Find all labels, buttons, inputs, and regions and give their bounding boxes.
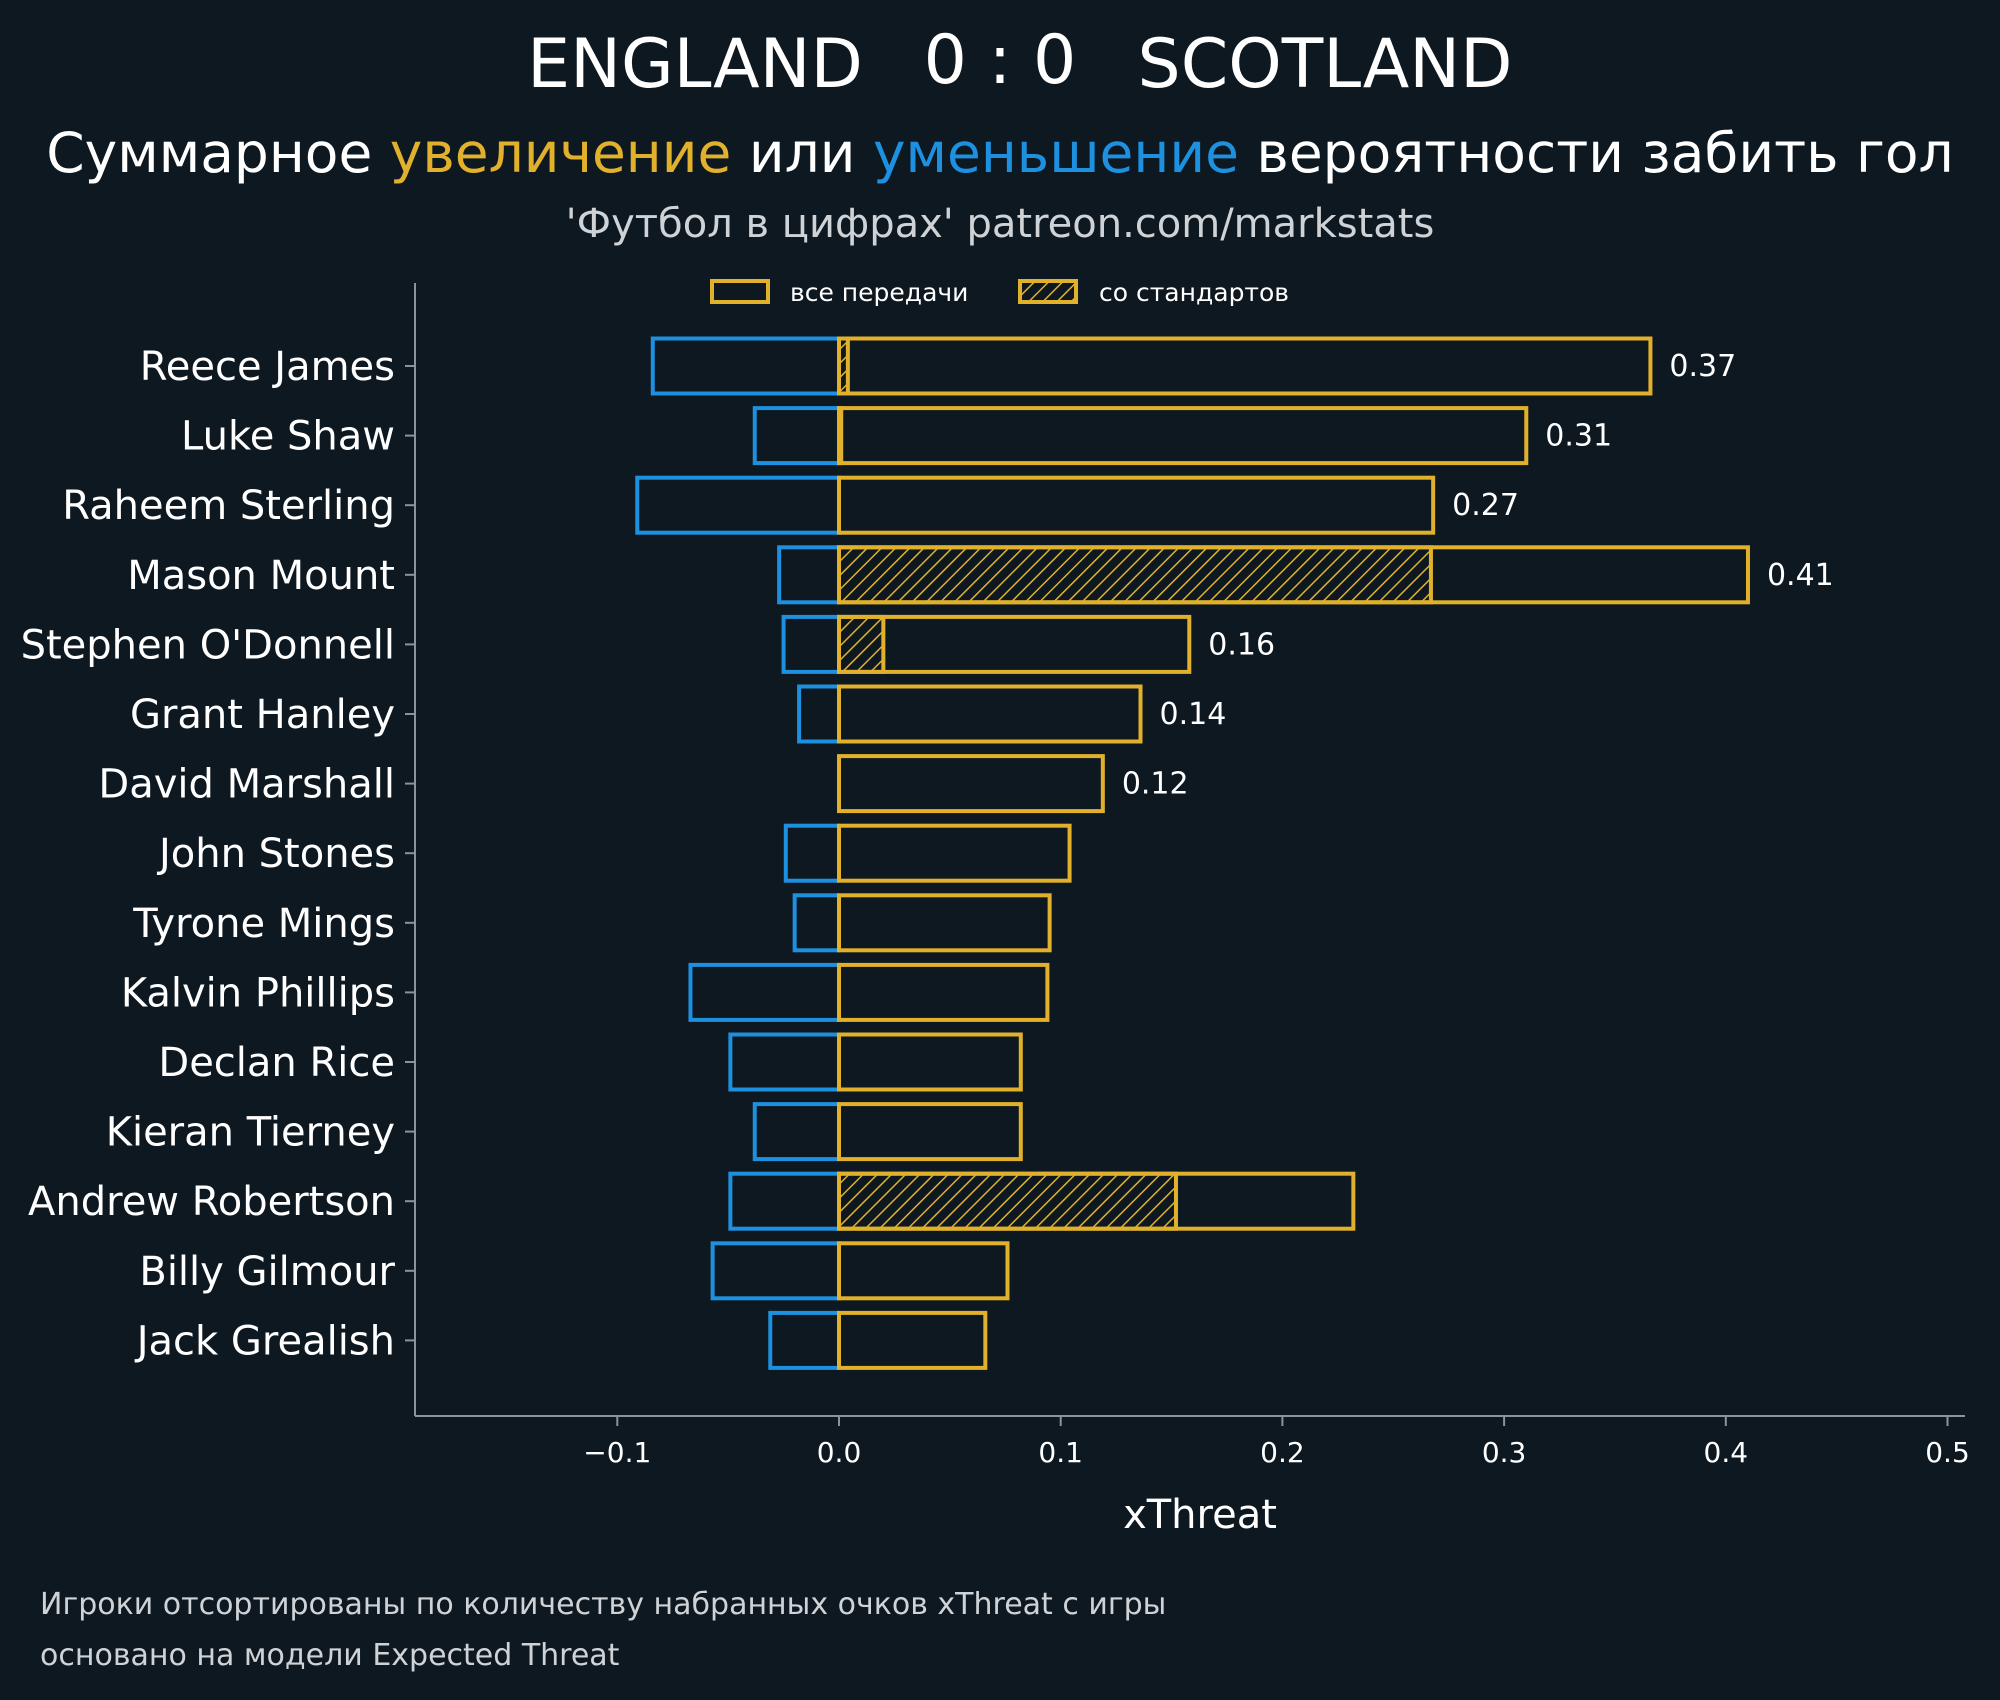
subtitle-decrease-word: уменьшение [873,121,1239,185]
player-label: David Marshall [98,762,395,808]
set-piece-bar [837,1171,1178,1231]
player-label: Grant Hanley [130,692,395,738]
increase-bar [837,475,1436,535]
increase-bar [837,962,1050,1022]
away-team-name: SCOTLAND [1138,25,1513,104]
decrease-bar [768,1310,842,1370]
set-piece-bar [837,614,886,674]
player-label: John Stones [156,831,395,877]
decrease-bar [635,475,841,535]
decrease-bar [797,684,841,744]
increase-bar [837,336,1653,396]
player-label: Jack Grealish [134,1318,395,1364]
decrease-bar [792,893,841,953]
value-label: 0.14 [1160,697,1227,732]
x-tick-label: 0.1 [1038,1436,1083,1469]
player-label: Andrew Robertson [28,1179,395,1225]
bars: 0.37 0.31 0.27 0.41 0.16 0.14 0.12 [635,336,1834,1370]
player-label: Raheem Sterling [62,483,395,529]
decrease-bar [752,406,842,466]
decrease-bar [728,1032,842,1092]
legend-label-set-pieces: со стандартов [1099,278,1289,307]
home-team-name: ENGLAND [527,25,863,104]
increase-bar [837,1310,988,1370]
increase-bar [837,1032,1023,1092]
match-score: 0 : 0 [924,21,1077,100]
decrease-bar [650,336,841,396]
increase-bar [837,614,1192,674]
decrease-bar [777,545,841,605]
increase-bar [837,893,1052,953]
player-label: Luke Shaw [181,414,395,460]
decrease-bar [783,823,841,883]
decrease-bar [688,962,841,1022]
increase-bar [837,823,1072,883]
player-label: Reece James [140,344,395,390]
axes: −0.1 0.0 0.1 0.2 0.3 0.4 0.5 Reece James Luke Sh… [21,283,1970,1469]
player-label: Tyrone Mings [132,901,395,947]
legend-label-all-passes: все передачи [790,278,968,307]
value-label: 0.16 [1208,627,1275,662]
decrease-bar [781,614,842,674]
increase-bar [837,406,1529,466]
increase-bar [837,1102,1023,1162]
decrease-bar [752,1102,842,1162]
value-label: 0.41 [1767,558,1834,593]
increase-bar [837,1171,1356,1231]
increase-bar [837,684,1143,744]
subtitle-increase-word: увеличение [390,121,732,185]
player-label: Stephen O'Donnell [21,622,395,668]
subtitle-part-5: вероятности забить гол [1239,121,1954,185]
player-label: Mason Mount [127,553,395,599]
value-label: 0.12 [1122,767,1189,802]
increase-bar [837,545,1750,605]
source-credit: 'Футбол в цифрах' patreon.com/markstats [566,201,1435,247]
value-label: 0.31 [1545,419,1612,454]
x-tick-label: 0.4 [1704,1436,1749,1469]
decrease-bar [710,1241,841,1301]
x-tick-label: −0.1 [583,1436,651,1469]
x-tick-label: 0.2 [1260,1436,1305,1469]
value-label: 0.27 [1452,488,1519,523]
value-label: 0.37 [1669,349,1736,384]
legend-swatch-all-passes [710,279,770,304]
subtitle-part-3: или [731,121,873,185]
chart-subtitle: Суммарное увеличение или уменьшение веро… [46,121,1953,185]
increase-bar [837,1241,1010,1301]
player-label: Billy Gilmour [139,1249,395,1295]
legend-swatch-set-pieces [1018,279,1078,304]
footnote-sorting: Игроки отсортированы по количеству набра… [40,1587,1166,1622]
decrease-bar [728,1171,842,1231]
player-label: Kieran Tierney [106,1110,395,1156]
x-tick-label: 0.0 [817,1436,862,1469]
x-tick-label: 0.3 [1482,1436,1527,1469]
legend: все передачи со стандартов [710,278,1289,307]
set-piece-bar [837,545,1433,605]
increase-bar [837,754,1105,814]
x-axis-label: xThreat [1123,1492,1277,1538]
player-label: Kalvin Phillips [121,970,395,1016]
x-tick-label: 0.5 [1925,1436,1970,1469]
footnote-model: основано на модели Expected Threat [40,1638,620,1673]
player-label: Declan Rice [158,1040,395,1086]
subtitle-part-1: Суммарное [46,121,389,185]
